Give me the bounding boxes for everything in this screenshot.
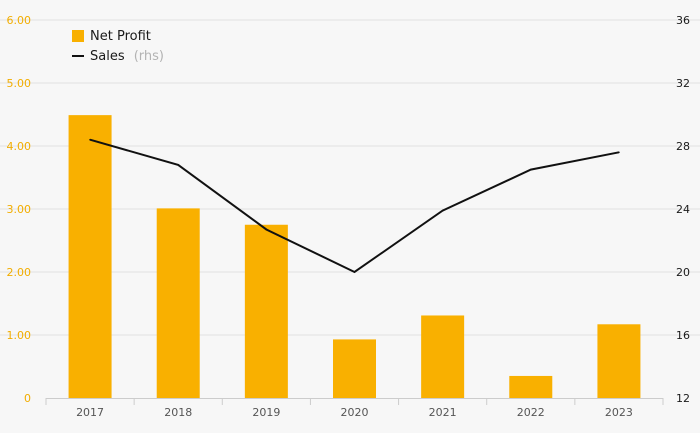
y-right-tick-label: 12 — [676, 392, 690, 405]
y-left-tick-label: 6.00 — [7, 14, 32, 27]
y-right-tick-label: 20 — [676, 266, 690, 279]
sales-point-2020 — [353, 271, 356, 273]
sales-point-2022 — [529, 168, 532, 171]
y-left-tick-label: 2.00 — [7, 266, 32, 279]
sales-point-2019 — [265, 228, 268, 231]
sales-point-2018 — [177, 164, 180, 166]
x-tick-label: 2019 — [252, 406, 280, 419]
bar-net-profit-2023 — [597, 324, 641, 398]
sales-line-series — [89, 138, 620, 274]
sales-point-2017 — [89, 138, 91, 141]
legend-swatch-net-profit — [72, 30, 84, 42]
legend: Net Profit Sales (rhs) — [72, 29, 164, 64]
y-right-tick-label: 36 — [676, 14, 690, 27]
bar-net-profit-2019 — [244, 224, 288, 398]
x-tick-label: 2023 — [605, 406, 633, 419]
bar-net-profit-2020 — [333, 339, 376, 398]
y-left-tick-label: 4.00 — [7, 140, 32, 153]
y-left-tick-label: 1.00 — [7, 329, 32, 342]
legend-label-net-profit: Net Profit — [90, 29, 151, 44]
y-right-tick-label: 28 — [676, 140, 690, 153]
sales-point-2023 — [618, 151, 620, 154]
y-right-tick-label: 32 — [676, 77, 690, 90]
x-tick-label: 2017 — [76, 406, 104, 419]
y-left-tick-label: 3.00 — [7, 203, 32, 216]
x-tick-label: 2022 — [517, 406, 545, 419]
bar-net-profit-2022 — [509, 375, 553, 398]
net-profit-bars — [68, 115, 641, 398]
x-tick-label: 2018 — [164, 406, 192, 419]
y-right-tick-label: 16 — [676, 329, 690, 342]
y-left-tick-label: 5.00 — [7, 77, 32, 90]
x-tick-label: 2021 — [429, 406, 457, 419]
legend-label-sales-suffix: (rhs) — [134, 49, 164, 64]
axes: 2017 2018 2019 2020 2021 2022 2023 0 1.00 2.00 3.0… — [7, 14, 691, 419]
legend-label-sales-name: Sales — [90, 49, 125, 64]
bar-net-profit-2017 — [68, 115, 112, 398]
y-left-tick-label: 0 — [24, 392, 31, 405]
legend-label-sales: Sales (rhs) — [90, 45, 164, 64]
bar-net-profit-2021 — [421, 315, 465, 398]
bar-net-profit-2018 — [156, 208, 200, 398]
y-right-tick-label: 24 — [676, 203, 690, 216]
gridlines — [0, 19, 700, 336]
sales-point-2021 — [441, 209, 444, 212]
x-tick-label: 2020 — [341, 406, 369, 419]
